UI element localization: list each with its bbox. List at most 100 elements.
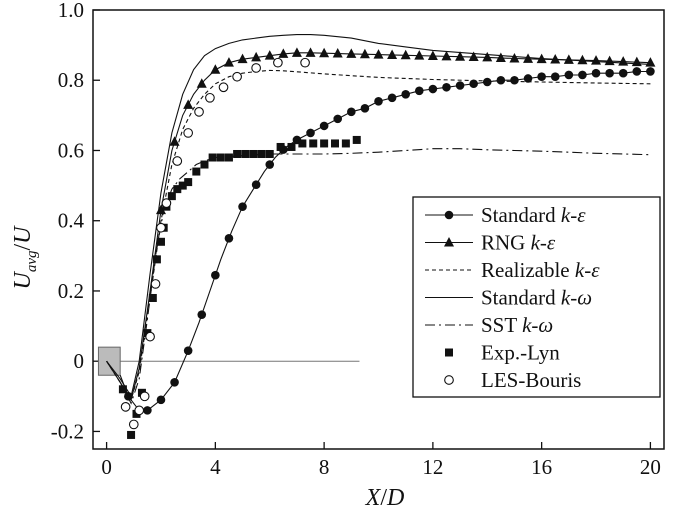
series-1-point-30 xyxy=(563,54,574,64)
x-tick-label-3: 12 xyxy=(422,455,443,479)
series-5-point-25 xyxy=(287,142,296,151)
series-5-point-30 xyxy=(341,139,350,148)
series-6-point-13 xyxy=(232,71,242,82)
series-0-point-29 xyxy=(523,74,533,83)
series-3 xyxy=(106,34,651,398)
x-tick-label-5: 20 xyxy=(640,455,661,479)
series-6-point-9 xyxy=(183,128,194,138)
series-0-point-32 xyxy=(564,70,574,80)
series-1-point-7 xyxy=(251,51,262,62)
series-5-point-23 xyxy=(265,149,274,158)
series-5-point-21 xyxy=(249,149,258,158)
legend-label-prefix-3: Standard xyxy=(481,286,561,310)
series-5-point-6 xyxy=(152,255,161,264)
legend-label-3: Standard k-ω xyxy=(481,286,592,310)
series-0-point-21 xyxy=(414,86,424,96)
y-tick-label-0: -0.2 xyxy=(51,419,84,443)
y-label-sep: / xyxy=(10,244,36,251)
series-1-point-9 xyxy=(278,48,289,58)
legend-label-model-1: k-ε xyxy=(531,231,556,255)
legend-label-2: Realizable k-ε xyxy=(481,258,600,282)
y-label-main: U xyxy=(10,271,36,290)
series-0-point-18 xyxy=(374,97,383,106)
series-0-point-22 xyxy=(428,84,438,94)
legend-label-prefix-5: Exp.-Lyn xyxy=(481,341,560,365)
series-6 xyxy=(120,57,310,430)
series-5-point-14 xyxy=(192,167,201,176)
legend-marker-6 xyxy=(444,375,454,385)
x-tick-label-1: 4 xyxy=(210,455,221,479)
legend-marker-1 xyxy=(444,237,454,247)
series-5-point-17 xyxy=(216,153,225,162)
y-tick-label-1: 0 xyxy=(74,349,85,373)
series-1-point-17 xyxy=(387,49,398,59)
series-0-point-15 xyxy=(333,114,343,124)
x-label-sep: / xyxy=(380,485,387,511)
series-1-point-4 xyxy=(210,64,221,74)
series-1-point-12 xyxy=(319,47,330,58)
series-1-point-21 xyxy=(441,50,452,61)
series-0-point-25 xyxy=(469,79,478,89)
series-1-point-16 xyxy=(373,49,384,59)
series-0-point-38 xyxy=(646,67,655,76)
series-5-point-16 xyxy=(208,153,217,162)
series-5-point-31 xyxy=(352,135,361,144)
series-5-point-18 xyxy=(224,153,233,162)
legend-label-prefix-0: Standard xyxy=(481,203,561,227)
x-label-main: X xyxy=(365,485,382,511)
series-1-point-35 xyxy=(631,56,642,67)
series-6-point-7 xyxy=(161,198,172,209)
series-6-point-15 xyxy=(273,57,283,68)
series-5-point-29 xyxy=(330,139,339,148)
series-0-point-9 xyxy=(251,180,261,190)
x-tick-label-0: 0 xyxy=(101,455,112,479)
x-tick-label-2: 8 xyxy=(319,455,330,479)
series-5-point-5 xyxy=(148,293,157,302)
series-6-point-12 xyxy=(218,82,229,93)
square-cylinder xyxy=(97,346,121,376)
series-5-point-1 xyxy=(127,430,136,439)
y-tick-label-6: 1.0 xyxy=(58,0,84,22)
series-0-point-35 xyxy=(605,68,614,78)
series-0-point-24 xyxy=(455,81,465,90)
y-tick-label-5: 0.8 xyxy=(58,68,84,92)
legend-label-model-2: k-ε xyxy=(575,258,600,282)
svg-text:Uavg/U: Uavg/U xyxy=(10,225,40,290)
series-1-point-19 xyxy=(414,50,425,60)
series-0-point-1 xyxy=(143,406,152,415)
plot-frame xyxy=(92,9,665,450)
series-6-point-4 xyxy=(145,331,155,342)
series-5-point-11 xyxy=(173,185,182,194)
series-0-point-28 xyxy=(510,75,519,85)
series-0-point-4 xyxy=(183,346,193,355)
series-1-point-5 xyxy=(223,57,234,67)
series-1-point-11 xyxy=(305,47,316,57)
series-6-point-8 xyxy=(172,156,183,166)
series-1-point-33 xyxy=(604,55,615,66)
series-5-point-22 xyxy=(257,149,266,158)
series-5-point-12 xyxy=(178,181,187,190)
series-0-point-31 xyxy=(550,72,560,82)
series-0-point-13 xyxy=(306,128,315,138)
series-1-point-6 xyxy=(237,53,248,64)
series-6-point-16 xyxy=(300,57,310,68)
series-5-point-15 xyxy=(200,160,209,169)
series-0-point-23 xyxy=(442,82,451,92)
series-1-point-23 xyxy=(468,51,479,62)
series-0-point-33 xyxy=(578,70,587,80)
series-0-point-16 xyxy=(347,107,356,117)
legend-label-prefix-1: RNG xyxy=(481,231,531,255)
series-1-point-34 xyxy=(618,56,629,66)
legend-label-1: RNG k-ε xyxy=(481,231,556,255)
series-6-point-2 xyxy=(134,405,145,416)
legend-label-prefix-6: LES-Bouris xyxy=(481,368,581,392)
series-1-point-26 xyxy=(509,52,520,63)
series-5-point-26 xyxy=(298,139,307,148)
series-0-point-3 xyxy=(170,377,179,387)
series-0-point-10 xyxy=(265,160,275,169)
series-1-point-36 xyxy=(645,57,656,67)
series-0-point-17 xyxy=(360,104,370,113)
y-label-sub: avg xyxy=(24,250,40,272)
series-6-point-1 xyxy=(128,419,139,430)
